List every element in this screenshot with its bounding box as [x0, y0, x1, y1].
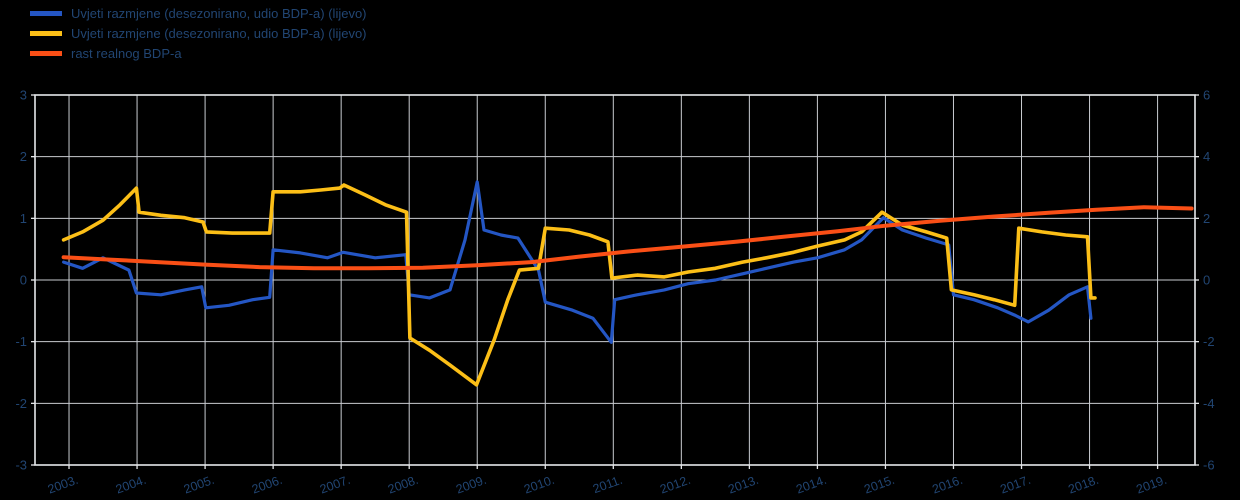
legend-swatch-yellow: [30, 31, 62, 36]
svg-text:-2: -2: [15, 396, 27, 411]
svg-text:2018.: 2018.: [1066, 473, 1100, 497]
svg-text:2015.: 2015.: [862, 473, 896, 497]
svg-text:3: 3: [20, 88, 27, 103]
svg-text:2007.: 2007.: [318, 473, 352, 497]
svg-text:1: 1: [20, 211, 27, 226]
svg-text:-4: -4: [1203, 396, 1215, 411]
chart-legend: Uvjeti razmjene (desezonirano, udio BDP-…: [30, 6, 367, 61]
legend-label-blue: Uvjeti razmjene (desezonirano, udio BDP-…: [71, 6, 367, 21]
svg-text:2008.: 2008.: [386, 473, 420, 497]
axis-ticks: [31, 94, 1199, 469]
legend-label-orange: rast realnog BDP-a: [71, 46, 182, 61]
legend-swatch-orange: [30, 51, 62, 56]
svg-text:6: 6: [1203, 88, 1210, 103]
legend-item-blue: Uvjeti razmjene (desezonirano, udio BDP-…: [30, 6, 367, 21]
svg-text:2019.: 2019.: [1134, 473, 1168, 497]
svg-text:2005.: 2005.: [182, 473, 216, 497]
svg-text:2003.: 2003.: [46, 473, 80, 497]
svg-text:-2: -2: [1203, 334, 1215, 349]
axis-labels: 3 2 1 0 -1 -2 -3 6 4 2 0 -2 -4 -6 2003. 2004. 2005. 2006.…: [15, 88, 1214, 497]
svg-text:0: 0: [20, 273, 27, 288]
svg-text:2016.: 2016.: [930, 473, 964, 497]
svg-text:2014.: 2014.: [794, 473, 828, 497]
svg-text:4: 4: [1203, 149, 1210, 164]
svg-text:-3: -3: [15, 458, 27, 473]
series-line-2: [61, 205, 1194, 271]
svg-text:2009.: 2009.: [454, 473, 488, 497]
gridlines: [35, 94, 1195, 466]
svg-text:2: 2: [20, 149, 27, 164]
svg-text:2004.: 2004.: [114, 473, 148, 497]
svg-text:-6: -6: [1203, 458, 1215, 473]
svg-text:2011.: 2011.: [591, 473, 624, 497]
series-line-0: [61, 180, 1093, 344]
legend-swatch-blue: [30, 11, 62, 16]
svg-text:0: 0: [1203, 273, 1210, 288]
svg-text:2013.: 2013.: [726, 473, 760, 497]
legend-item-yellow: Uvjeti razmjene (desezonirano, udio BDP-…: [30, 26, 367, 41]
legend-label-yellow: Uvjeti razmjene (desezonirano, udio BDP-…: [71, 26, 367, 41]
svg-text:2017.: 2017.: [998, 473, 1032, 497]
svg-text:2006.: 2006.: [250, 473, 284, 497]
svg-text:2: 2: [1203, 211, 1210, 226]
svg-text:-1: -1: [15, 334, 27, 349]
legend-item-orange: rast realnog BDP-a: [30, 46, 367, 61]
svg-text:2012.: 2012.: [658, 473, 692, 497]
svg-text:2010.: 2010.: [522, 473, 556, 497]
series-line-1: [61, 183, 1097, 387]
